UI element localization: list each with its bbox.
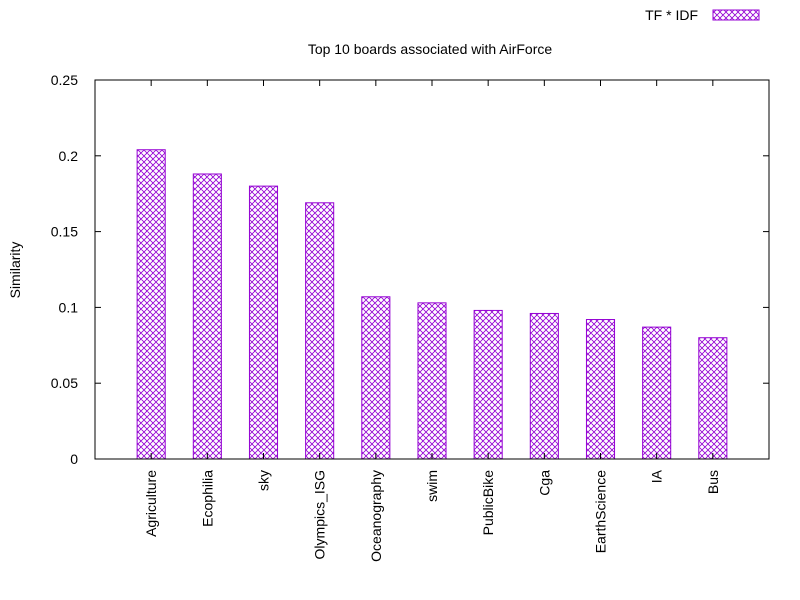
x-tick-label: sky [256,470,272,491]
legend-swatch [712,9,760,21]
x-tick-label: Oceanography [368,470,384,562]
y-tick-label: 0.1 [59,299,79,315]
x-tick-label: Agriculture [143,470,159,537]
bar-swim [417,302,447,460]
legend: TF * IDF [645,7,760,23]
x-tick-label: Olympics_ISG [312,470,328,559]
x-tick-label: Bus [705,470,721,494]
chart-title: Top 10 boards associated with AirForce [308,41,553,57]
y-tick-label: 0 [70,451,78,467]
y-tick-label: 0.25 [51,72,78,88]
bar-agriculture [136,149,166,460]
y-axis-ticks: 0 0.05 0.1 0.15 0.2 0.25 [51,72,769,467]
y-axis-label: Similarity [7,242,23,299]
bar-sky [248,185,279,460]
bar-earthscience [585,319,616,460]
x-tick-label: Cga [536,470,552,496]
bar-cga [529,312,559,460]
bar-publicbike [473,309,503,460]
x-tick-label: PublicBike [480,470,496,536]
bar-olympics-isg [305,202,335,460]
x-tick-label: Ecophilia [199,470,215,527]
legend-label: TF * IDF [645,7,698,23]
plot-border [94,79,770,460]
bars-group [136,149,728,460]
y-tick-label: 0.05 [51,375,78,391]
x-tick-label: swim [424,470,440,502]
x-tick-label: EarthScience [593,470,609,553]
bar-ecophilia [192,173,222,460]
y-tick-label: 0.2 [59,148,79,164]
x-axis-ticks: Agriculture Ecophilia sky Olympics_ISG Ocean… [143,80,721,562]
x-tick-label: IA [649,469,665,483]
y-tick-label: 0.15 [51,224,78,240]
bar-oceanography [361,296,391,460]
bar-ia [642,326,672,460]
bar-bus [698,337,728,460]
